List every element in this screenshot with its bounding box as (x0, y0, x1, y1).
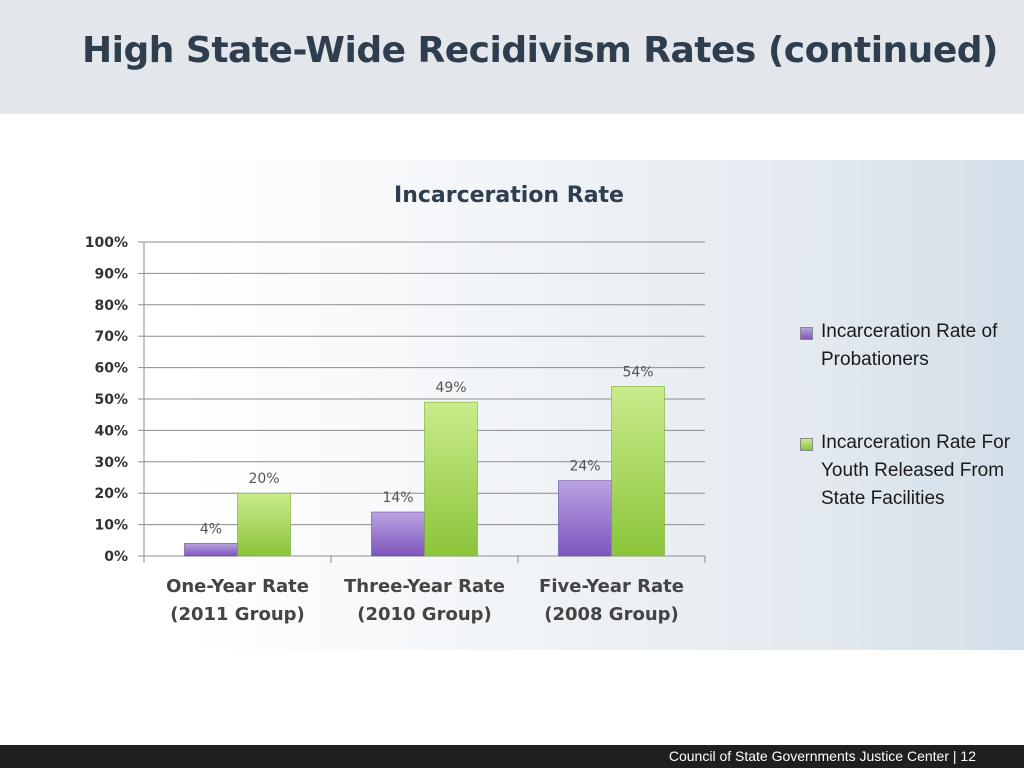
chart-title: Incarceration Rate (394, 183, 624, 208)
chart-data-labels: 4% 20% 14% 49% 24% 54% (200, 364, 654, 537)
y-tick-label: 60% (94, 361, 128, 377)
data-label: 20% (248, 471, 279, 487)
y-tick-label: 10% (94, 518, 128, 534)
x-category-label: Five-Year Rate (2008 Group) (539, 576, 684, 625)
chart-panel: Incarceration Rate 0% 10% 20% 30% 40% 50% 60% 7… (50, 160, 1024, 650)
legend-label-youth: Incarceration Rate For Youth Released Fr… (821, 432, 1011, 509)
bar-series1-cat0 (237, 492, 291, 557)
y-tick-label: 50% (94, 392, 128, 408)
data-label: 54% (622, 364, 653, 380)
bar-series1-cat2 (611, 386, 665, 557)
title-band: High State-Wide Recidivism Rates (contin… (0, 0, 1024, 114)
data-label: 14% (382, 490, 413, 506)
legend-label-probationers: Incarceration Rate of Probationers (821, 321, 998, 370)
y-tick-label: 80% (94, 298, 128, 314)
y-tick-label: 70% (94, 329, 128, 345)
slide-title: High State-Wide Recidivism Rates (contin… (82, 30, 998, 71)
x-category-label: Three-Year Rate (2010 Group) (344, 576, 505, 625)
legend-swatch-probationers (800, 327, 813, 340)
y-tick-label: 40% (94, 423, 128, 439)
bar-series0-cat2 (558, 480, 612, 557)
legend-item-probationers: Incarceration Rate of Probationers (800, 318, 1024, 374)
y-tick-label: 20% (94, 486, 128, 502)
y-tick-label: 90% (94, 266, 128, 282)
bar-series1-cat1 (424, 401, 478, 557)
legend-item-youth: Incarceration Rate For Youth Released Fr… (800, 429, 1024, 513)
legend-swatch-youth (800, 438, 813, 451)
data-label: 4% (200, 521, 222, 537)
y-tick-label: 100% (85, 235, 128, 251)
footer-text: Council of State Governments Justice Cen… (668, 748, 976, 764)
bar-series0-cat0 (184, 543, 238, 557)
incarceration-rate-chart: Incarceration Rate 0% 10% 20% 30% 40% 50% 60% 7… (85, 183, 706, 625)
x-category-label: One-Year Rate (2011 Group) (166, 576, 309, 625)
y-tick-label: 0% (104, 549, 128, 565)
footer-bar: Council of State Governments Justice Cen… (0, 745, 1024, 768)
data-label: 49% (435, 380, 466, 396)
data-label: 24% (569, 459, 600, 475)
chart-bars (184, 386, 665, 557)
bar-series0-cat1 (371, 511, 425, 557)
y-tick-label: 30% (94, 455, 128, 471)
chart-axes: 0% 10% 20% 30% 40% 50% 60% 70% 80% 90% 100% One-Yea… (85, 235, 706, 625)
